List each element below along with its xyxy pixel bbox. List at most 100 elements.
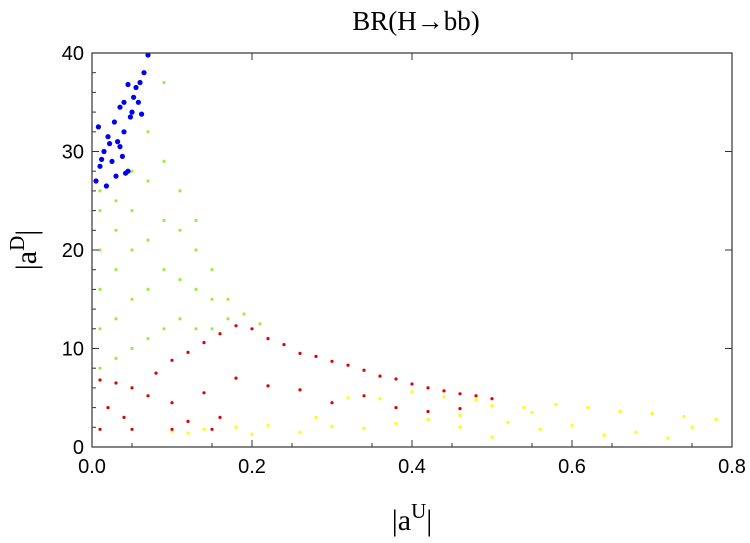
scatter-point bbox=[538, 427, 542, 431]
scatter-point bbox=[117, 144, 123, 150]
axis-ticks: 0.0 0.2 0.4 0.6 0.8 0 10 20 30 40 bbox=[62, 43, 746, 478]
scatter-point bbox=[330, 401, 334, 405]
plot-frame bbox=[91, 52, 733, 448]
scatter-point bbox=[162, 218, 166, 223]
scatter-point bbox=[141, 70, 147, 76]
scatter-point bbox=[298, 388, 302, 392]
scatter-point bbox=[113, 173, 119, 179]
scatter-point bbox=[202, 341, 206, 345]
scatter-point bbox=[490, 397, 494, 401]
scatter-point bbox=[234, 376, 238, 380]
scatter-point bbox=[474, 398, 478, 402]
scatter-point bbox=[121, 129, 127, 135]
scatter-point bbox=[522, 406, 526, 410]
x-tick-label: 0.2 bbox=[238, 456, 266, 478]
scatter-point bbox=[137, 79, 143, 86]
scatter-point bbox=[410, 390, 414, 394]
scatter-point bbox=[194, 327, 198, 331]
scatter-point bbox=[490, 404, 494, 408]
y-axis-label-end: | bbox=[10, 230, 43, 236]
scatter-point bbox=[146, 394, 150, 398]
scatter-point bbox=[186, 419, 190, 423]
scatter-point bbox=[186, 431, 190, 435]
scatter-point bbox=[202, 427, 206, 431]
scatter-point bbox=[114, 268, 118, 272]
scatter-point bbox=[586, 406, 590, 410]
scatter-point bbox=[95, 124, 101, 130]
scatter-point bbox=[123, 170, 129, 176]
scatter-point bbox=[218, 332, 222, 336]
scatter-point bbox=[139, 111, 145, 117]
scatter-point bbox=[162, 327, 166, 331]
scatter-point bbox=[145, 52, 151, 58]
scatter-point bbox=[210, 427, 214, 431]
scatter-point bbox=[250, 327, 254, 331]
scatter-point bbox=[127, 114, 133, 120]
scatter-point bbox=[282, 343, 286, 347]
scatter-point bbox=[346, 363, 350, 367]
scatter-point bbox=[314, 354, 318, 358]
scatter-point bbox=[266, 384, 270, 388]
scatter-point bbox=[682, 414, 686, 419]
y-axis-label: |aD| bbox=[5, 230, 43, 271]
scatter-point bbox=[178, 189, 182, 193]
scatter-point bbox=[426, 417, 430, 421]
scatter-point bbox=[314, 415, 318, 419]
scatter-point bbox=[135, 99, 141, 105]
scatter-point bbox=[218, 415, 222, 419]
x-axis-label-base: |a bbox=[392, 504, 411, 537]
scatter-point bbox=[98, 427, 102, 431]
scatter-point bbox=[410, 382, 414, 386]
scatter-point bbox=[146, 130, 150, 134]
scatter-point bbox=[146, 337, 150, 341]
scatter-point bbox=[346, 396, 350, 400]
scatter-point bbox=[194, 287, 198, 291]
scatter-point bbox=[226, 317, 230, 321]
scatter-point bbox=[170, 401, 174, 405]
scatter-point bbox=[130, 346, 134, 351]
scatter-point bbox=[98, 209, 102, 213]
scatter-point bbox=[130, 297, 134, 301]
scatter-point bbox=[378, 374, 382, 378]
y-tick-label: 30 bbox=[62, 142, 84, 164]
scatter-point bbox=[146, 238, 150, 242]
scatter-point bbox=[242, 312, 246, 316]
scatter-point bbox=[121, 99, 127, 105]
scatter-point bbox=[362, 394, 366, 398]
scatter-point bbox=[474, 394, 478, 398]
scatter-point bbox=[650, 411, 654, 416]
y-axis-label-base: |a bbox=[10, 251, 43, 270]
x-tick-label: 0.6 bbox=[558, 456, 586, 478]
scatter-point bbox=[170, 427, 174, 431]
scatter-point bbox=[129, 109, 135, 115]
scatter-point bbox=[146, 287, 150, 291]
scatter-point bbox=[634, 430, 638, 434]
scatter-point bbox=[119, 153, 125, 159]
scatter-point bbox=[250, 432, 254, 436]
x-tick-label: 0.8 bbox=[718, 456, 746, 478]
y-tick-label: 10 bbox=[62, 339, 84, 361]
scatter-point bbox=[442, 389, 446, 393]
scatter-point bbox=[394, 377, 398, 381]
scatter-point bbox=[131, 94, 137, 100]
scatter-point bbox=[298, 351, 302, 355]
scatter-point bbox=[101, 148, 107, 155]
scatter-point bbox=[114, 381, 118, 385]
scatter-point bbox=[210, 268, 214, 272]
scatter-point bbox=[114, 228, 118, 232]
scatter-point bbox=[266, 423, 270, 427]
scatter-point bbox=[107, 141, 113, 147]
scatter-point bbox=[530, 410, 534, 415]
scatter-point bbox=[210, 327, 214, 331]
y-tick-label: 20 bbox=[62, 240, 84, 262]
scatter-point bbox=[130, 209, 134, 213]
scatter-point bbox=[146, 179, 150, 183]
scatter-point bbox=[458, 425, 462, 429]
scatter-point bbox=[178, 317, 182, 321]
x-axis-label-sup: U bbox=[411, 499, 426, 523]
scatter-point bbox=[690, 425, 694, 429]
scatter-point bbox=[186, 350, 190, 354]
scatter-point bbox=[106, 406, 110, 410]
scatter-point bbox=[122, 415, 126, 419]
